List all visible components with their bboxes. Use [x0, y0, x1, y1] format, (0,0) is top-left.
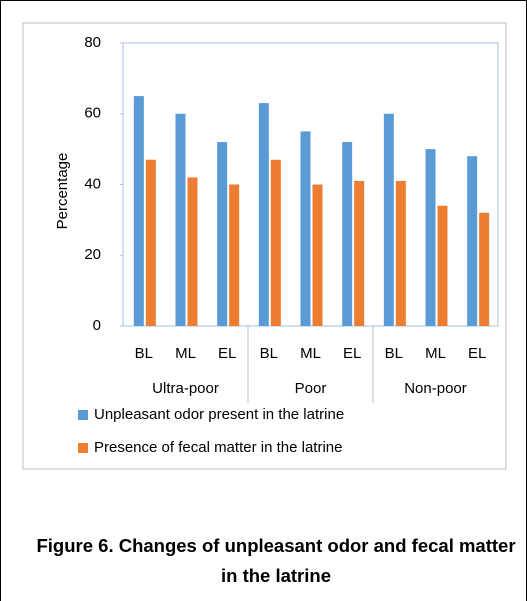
x-tick-label: EL	[468, 345, 486, 362]
x-tick-label: ML	[425, 345, 446, 362]
y-tick-label: 80	[84, 34, 101, 51]
bar	[300, 131, 311, 326]
bar	[354, 180, 365, 326]
bar	[145, 159, 156, 326]
bar	[437, 205, 448, 326]
y-axis-label: Percentage	[54, 153, 71, 230]
group-label: Non-poor	[404, 380, 467, 397]
y-tick-label: 0	[93, 317, 101, 334]
bar	[425, 149, 436, 326]
y-tick-label: 40	[84, 175, 101, 192]
legend-label: Presence of fecal matter in the latrine	[94, 439, 342, 456]
legend-label: Unpleasant odor present in the latrine	[94, 406, 344, 423]
y-tick-label: 20	[84, 246, 101, 263]
group-label: Ultra-poor	[152, 380, 219, 397]
group-label: Poor	[295, 380, 327, 397]
bar	[312, 184, 323, 326]
bar	[175, 113, 186, 326]
bar	[383, 113, 394, 326]
caption: Figure 6. Changes of unpleasant odor and…	[36, 535, 516, 586]
bar	[258, 103, 269, 326]
chart-frame	[22, 22, 507, 470]
bar	[133, 96, 144, 326]
x-tick-label: BL	[135, 345, 153, 362]
bar	[342, 142, 353, 326]
legend-swatch	[78, 410, 88, 420]
bar	[217, 142, 228, 326]
bar	[395, 180, 406, 326]
bar	[229, 184, 240, 326]
bar	[270, 159, 281, 326]
bar	[187, 177, 198, 326]
legend-swatch	[78, 443, 88, 453]
x-tick-label: BL	[385, 345, 403, 362]
x-tick-label: ML	[175, 345, 196, 362]
bar	[479, 212, 490, 326]
x-tick-label: EL	[343, 345, 361, 362]
bar	[467, 156, 478, 326]
x-tick-label: ML	[300, 345, 321, 362]
y-tick-label: 60	[84, 105, 101, 122]
x-tick-label: EL	[218, 345, 236, 362]
x-tick-label: BL	[260, 345, 278, 362]
